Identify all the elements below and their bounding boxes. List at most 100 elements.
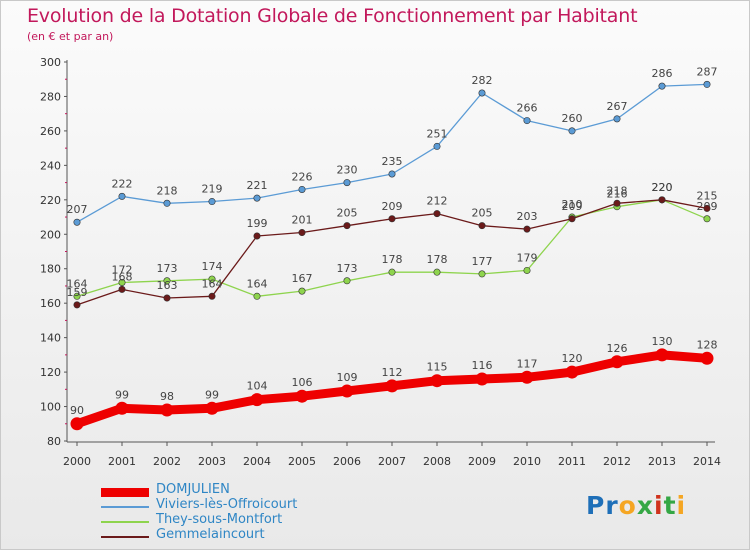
data-label: 205 [337,207,358,220]
data-label: 199 [247,217,268,230]
data-point [163,277,171,285]
data-label: 112 [382,366,403,379]
series-1: 207 222 218 219 221 226 230 235 251 282 266 260 267 2… [67,65,718,226]
data-label: 173 [337,262,358,275]
data-label: 177 [472,255,493,268]
data-point [658,82,666,90]
data-point [118,192,126,200]
data-label: 201 [292,214,313,227]
data-label: 90 [70,404,84,417]
x-tick-label: 2002 [153,455,181,468]
data-point [478,270,486,278]
data-label: 260 [562,112,583,125]
data-point [208,275,216,283]
data-point [163,199,171,207]
data-point [70,417,84,431]
data-label: 230 [337,164,358,177]
data-point [568,127,576,135]
y-tick-label: 300 [40,56,61,69]
y-tick-label: 80 [47,435,61,448]
data-point [523,225,531,233]
data-point [163,294,171,302]
legend-swatch [101,536,149,538]
y-tick-label: 160 [40,297,61,310]
data-label: 178 [382,253,403,266]
data-point [700,351,714,365]
legend-label: DOMJULIEN [156,482,230,497]
data-point [253,232,261,240]
legend-swatch [101,521,149,523]
data-point [478,89,486,97]
x-tick-label: 2008 [423,455,451,468]
data-point [430,374,444,388]
data-label: 164 [247,277,268,290]
data-label: 115 [427,361,448,374]
data-point [703,215,711,223]
data-label: 220 [652,181,673,194]
data-point [523,266,531,274]
data-point [520,370,534,384]
data-point [253,292,261,300]
data-point [613,199,621,207]
x-tick-label: 2009 [468,455,496,468]
data-label: 98 [160,390,174,403]
data-point [433,210,441,218]
data-label: 216 [607,188,628,201]
data-point [340,384,354,398]
data-label: 120 [562,352,583,365]
x-tick-label: 2000 [63,455,91,468]
data-point [115,401,129,415]
page-subtitle: (en € et par an) [27,30,114,43]
data-label: 168 [112,270,133,283]
x-tick-label: 2013 [648,455,676,468]
data-point [703,204,711,212]
data-label: 251 [427,127,448,140]
data-label: 178 [427,253,448,266]
y-tick-label: 200 [40,228,61,241]
data-point [433,268,441,276]
data-label: 203 [517,210,538,223]
legend-swatch [101,506,149,508]
x-tick-label: 2014 [693,455,721,468]
data-label: 99 [205,388,219,401]
x-tick-label: 2007 [378,455,406,468]
data-label: 172 [112,264,133,277]
data-label: 218 [607,184,628,197]
y-tick-label: 280 [40,90,61,103]
data-label: 104 [247,380,268,393]
data-label: 179 [517,251,538,264]
data-point [208,292,216,300]
data-label: 106 [292,376,313,389]
logo-letter: r [605,491,619,520]
logo-letter: P [586,491,606,520]
data-label: 222 [112,177,133,190]
data-point [703,80,711,88]
y-tick-label: 140 [40,332,61,345]
x-tick-label: 2011 [558,455,586,468]
data-label: 226 [292,170,313,183]
legend-label: Gemmelaincourt [156,527,265,542]
data-point [388,170,396,178]
data-point [613,115,621,123]
data-point [658,196,666,204]
x-tick-label: 2006 [333,455,361,468]
series-0: 90 99 98 99 104 106 109 112 115 116 117 120 126 130 12… [70,335,718,431]
data-label: 116 [472,359,493,372]
logo-letter: x [636,491,654,520]
data-point [388,215,396,223]
x-tick-label: 2012 [603,455,631,468]
data-label: 207 [67,203,88,216]
x-tick-label: 2010 [513,455,541,468]
data-label: 210 [562,198,583,211]
proxiti-logo: Proxiti [586,491,686,520]
data-label: 219 [202,183,223,196]
data-label: 282 [472,74,493,87]
data-label: 267 [607,100,628,113]
data-point [118,285,126,293]
data-label: 163 [157,279,178,292]
data-label: 99 [115,388,129,401]
data-point [73,218,81,226]
data-label: 173 [157,262,178,275]
data-point [610,355,624,369]
